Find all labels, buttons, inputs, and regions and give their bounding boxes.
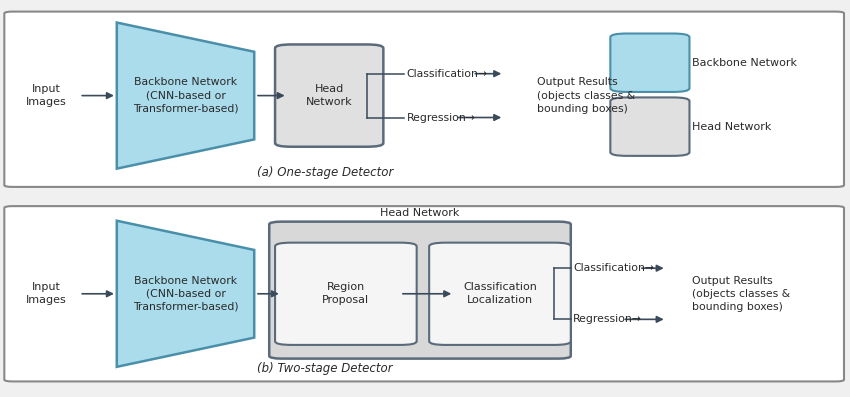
FancyBboxPatch shape [429,243,570,345]
FancyBboxPatch shape [610,97,689,156]
FancyBboxPatch shape [610,33,689,92]
Text: Classification
Localization: Classification Localization [463,282,537,305]
Text: Classification→: Classification→ [406,69,488,79]
Text: Head
Network: Head Network [306,84,353,107]
Text: Backbone Network
(CNN-based or
Transformer-based): Backbone Network (CNN-based or Transform… [133,276,239,312]
FancyBboxPatch shape [275,44,383,147]
Text: Regression→: Regression→ [406,112,475,123]
Text: Backbone Network
(CNN-based or
Transformer-based): Backbone Network (CNN-based or Transform… [133,77,239,114]
FancyBboxPatch shape [4,206,844,382]
Text: Region
Proposal: Region Proposal [322,282,370,305]
Polygon shape [116,221,254,367]
Text: Classification→: Classification→ [573,263,655,273]
FancyBboxPatch shape [269,222,571,358]
Text: Head Network: Head Network [692,121,771,132]
Text: Input
Images: Input Images [26,282,66,305]
Text: (a) One-stage Detector: (a) One-stage Detector [257,166,394,179]
Text: Input
Images: Input Images [26,84,66,107]
Text: Output Results
(objects classes &
bounding boxes): Output Results (objects classes & boundi… [692,276,790,312]
Text: Backbone Network: Backbone Network [692,58,796,68]
Text: (b) Two-stage Detector: (b) Two-stage Detector [258,362,393,375]
FancyBboxPatch shape [4,12,844,187]
Text: Output Results
(objects classes &
bounding boxes): Output Results (objects classes & boundi… [537,77,636,114]
Polygon shape [116,23,254,169]
FancyBboxPatch shape [275,243,416,345]
Text: Head Network: Head Network [380,208,460,218]
Text: Regression→: Regression→ [573,314,642,324]
